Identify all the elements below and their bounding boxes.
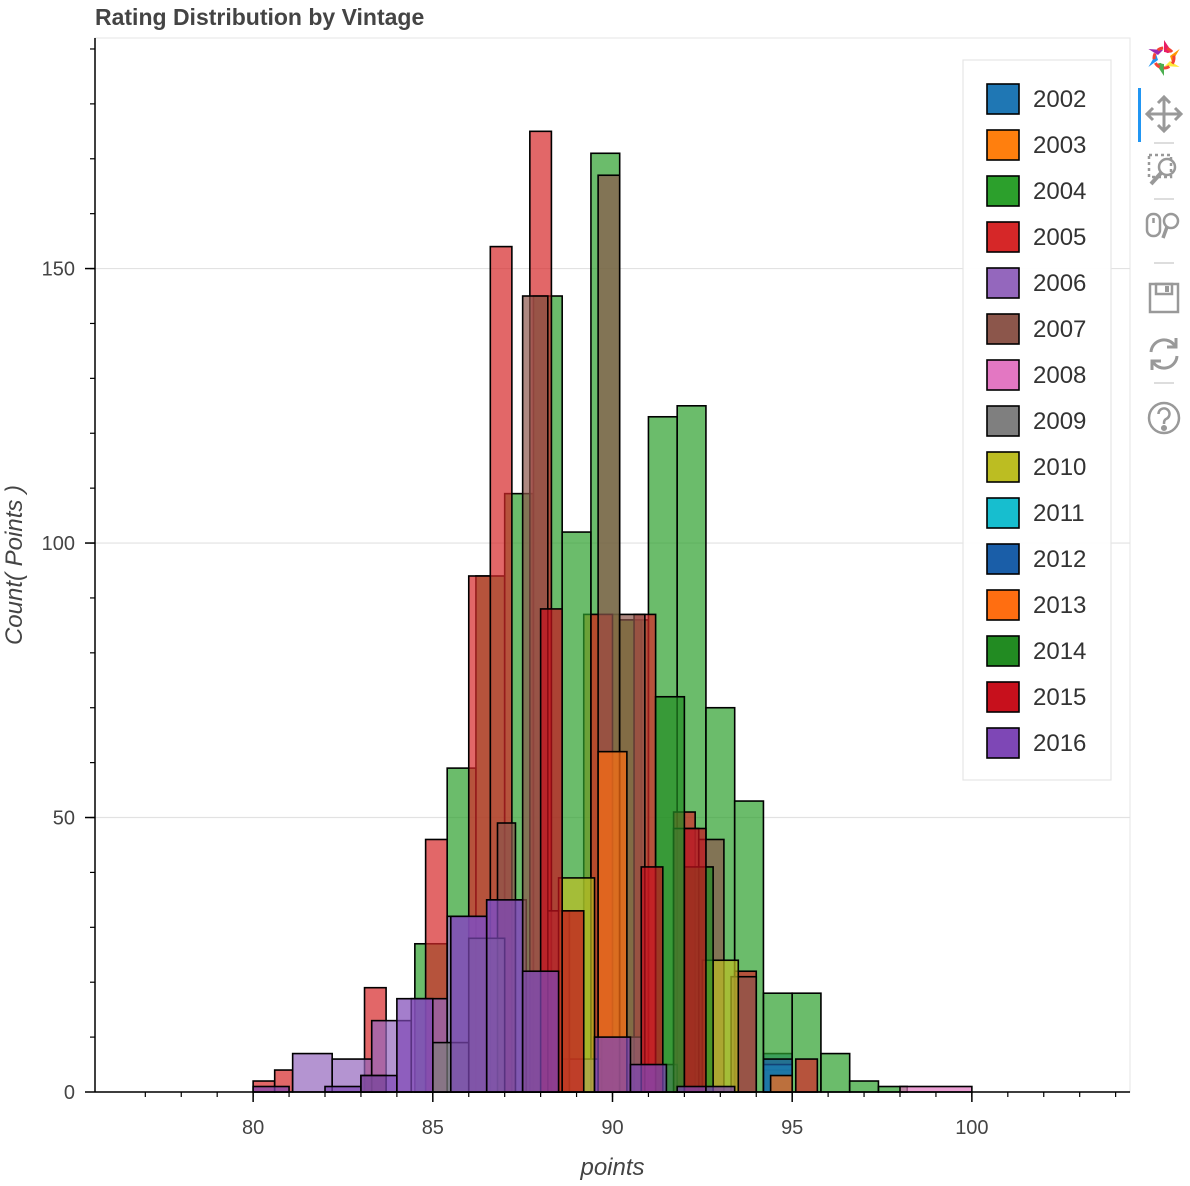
legend-label-2007[interactable]: 2007 — [1033, 316, 1086, 343]
legend-swatch-2002[interactable] — [986, 83, 1020, 115]
help-icon[interactable] — [1142, 396, 1186, 440]
bar-2016 — [449, 915, 488, 1093]
y-axis-label: Count( Points ) — [1, 485, 28, 645]
legend-swatch-2009[interactable] — [986, 405, 1020, 437]
bokeh-logo-icon[interactable] — [1142, 36, 1186, 80]
toolbar-separator — [1154, 142, 1174, 144]
bar-2015 — [683, 827, 707, 1093]
bar-2016 — [360, 1074, 398, 1093]
chart-title: Rating Distribution by Vintage — [95, 4, 425, 30]
x-tick-label: 95 — [781, 1117, 803, 1139]
y-tick-label: 50 — [53, 808, 75, 830]
legend-label-2005[interactable]: 2005 — [1033, 224, 1086, 251]
legend-swatch-2007[interactable] — [986, 313, 1020, 345]
bar-2005 — [794, 1058, 819, 1093]
legend-label-2013[interactable]: 2013 — [1033, 592, 1086, 619]
active-tool-indicator — [1138, 88, 1141, 142]
x-tick-label: 80 — [242, 1117, 264, 1139]
legend-label-2004[interactable]: 2004 — [1033, 178, 1086, 205]
legend-label-2012[interactable]: 2012 — [1033, 546, 1086, 573]
y-tick-label: 150 — [42, 259, 75, 281]
legend[interactable]: 2002 2003 2004 2005 2006 2007 2008 2009 2010 2011… — [962, 59, 1112, 781]
axes: 80 85 90 95 100 0 50 100 150 points Count( Points … — [1, 38, 1130, 1181]
legend-label-2006[interactable]: 2006 — [1033, 270, 1086, 297]
y-tick-label: 100 — [42, 533, 75, 555]
bar-2008 — [899, 1085, 973, 1093]
legend-label-2008[interactable]: 2008 — [1033, 362, 1086, 389]
wheel-zoom-icon[interactable] — [1142, 204, 1186, 248]
box-zoom-icon[interactable] — [1142, 148, 1186, 192]
legend-swatch-2015[interactable] — [986, 681, 1020, 713]
bar-2016 — [485, 899, 524, 1093]
save-icon[interactable] — [1142, 276, 1186, 320]
legend-swatch-2014[interactable] — [986, 635, 1020, 667]
bar-2016 — [676, 1085, 707, 1093]
bar-2013 — [597, 750, 628, 1093]
legend-label-2003[interactable]: 2003 — [1033, 132, 1086, 159]
histogram-bars — [252, 130, 973, 1093]
legend-label-2011[interactable]: 2011 — [1033, 500, 1085, 527]
legend-swatch-2003[interactable] — [986, 129, 1020, 161]
x-tick-label: 90 — [601, 1117, 623, 1139]
legend-label-2015[interactable]: 2015 — [1033, 684, 1086, 711]
toolbar-separator — [1154, 198, 1174, 200]
legend-swatch-2016[interactable] — [986, 727, 1020, 759]
bar-2015 — [561, 910, 585, 1093]
toolbar-separator — [1154, 382, 1174, 384]
legend-swatch-2013[interactable] — [986, 589, 1020, 621]
reset-icon[interactable] — [1142, 332, 1186, 376]
y-tick-label: 0 — [64, 1082, 75, 1104]
plot-canvas[interactable]: 80 85 90 95 100 0 50 100 150 points Count( Points … — [0, 0, 1135, 1186]
legend-label-2010[interactable]: 2010 — [1033, 454, 1086, 481]
bar-2016 — [252, 1085, 290, 1093]
bar-2016 — [705, 1085, 736, 1093]
x-tick-label: 85 — [422, 1117, 444, 1139]
pan-icon[interactable] — [1142, 92, 1186, 136]
legend-swatch-2006[interactable] — [986, 267, 1020, 299]
bar-2016 — [396, 997, 434, 1093]
legend-swatch-2004[interactable] — [986, 175, 1020, 207]
bar-2016 — [593, 1036, 632, 1093]
legend-swatch-2012[interactable] — [986, 543, 1020, 575]
legend-label-2016[interactable]: 2016 — [1033, 730, 1086, 757]
bar-2015 — [640, 866, 664, 1093]
bar-2004 — [820, 1052, 851, 1093]
legend-label-2009[interactable]: 2009 — [1033, 408, 1086, 435]
bar-2013 — [769, 1074, 793, 1093]
legend-swatch-2008[interactable] — [986, 359, 1020, 391]
legend-swatch-2005[interactable] — [986, 221, 1020, 253]
toolbar-separator — [1154, 262, 1174, 264]
legend-label-2014[interactable]: 2014 — [1033, 638, 1086, 665]
bar-2016 — [324, 1085, 362, 1093]
legend-swatch-2011[interactable] — [986, 497, 1020, 529]
legend-label-2002[interactable]: 2002 — [1033, 86, 1086, 113]
bar-2016 — [521, 970, 560, 1093]
x-axis-label: points — [579, 1154, 644, 1181]
legend-swatch-2010[interactable] — [986, 451, 1020, 483]
x-tick-label: 100 — [955, 1117, 988, 1139]
bar-2004 — [848, 1080, 880, 1093]
bar-2016 — [629, 1063, 668, 1093]
